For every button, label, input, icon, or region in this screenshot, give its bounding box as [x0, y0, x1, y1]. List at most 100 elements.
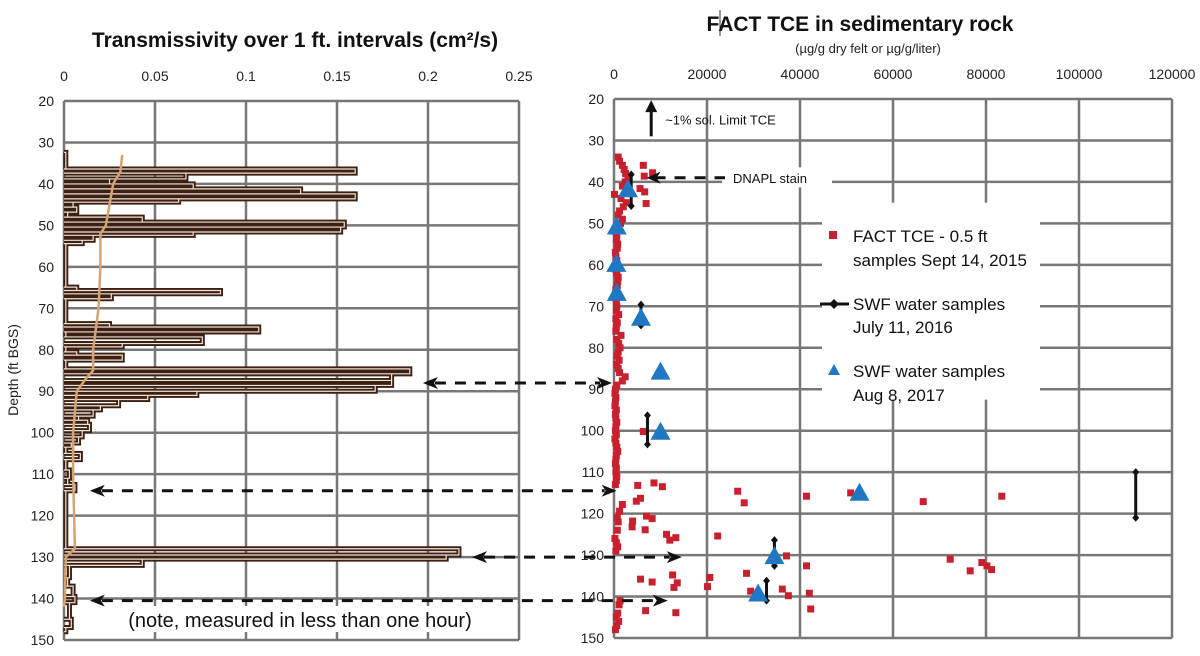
right-chart-title: FACT TCE in sedimentary rock [707, 13, 1014, 36]
tce-data-point [621, 373, 629, 381]
swf-2016-diamond [643, 411, 651, 420]
tce-data-point [622, 170, 630, 178]
tce-data-point [747, 587, 755, 595]
arrow-right-icon [601, 484, 617, 497]
arrow-left-icon [472, 551, 488, 564]
tce-data-point [613, 360, 621, 368]
tce-data-point [648, 515, 656, 523]
legend-triangle-marker [828, 364, 840, 375]
tce-data-point [622, 199, 630, 207]
tce-data-point [615, 311, 623, 319]
tce-data-point [612, 236, 620, 244]
swf-2017-triangle [849, 482, 870, 501]
measurement-note: (note, measured in less than one hour) [128, 610, 472, 632]
tce-data-point [803, 562, 811, 570]
tce-data-point [983, 562, 991, 570]
tce-data-point [807, 605, 815, 613]
legend-label: SWF water samples [853, 362, 1005, 381]
left-y-tick-label: 150 [31, 632, 55, 648]
tce-data-point [610, 190, 618, 198]
note-background [110, 606, 490, 632]
left-y-tick-label: 30 [38, 134, 54, 150]
tce-data-point [615, 340, 623, 348]
tce-data-point [611, 248, 619, 256]
tce-data-point [639, 161, 647, 169]
right-x-tick-label: 20000 [688, 66, 727, 82]
right-y-tick-label: 150 [581, 630, 605, 646]
legend-background [822, 202, 1040, 400]
tce-data-point [672, 534, 680, 542]
tce-data-point [618, 377, 626, 385]
tce-data-point [615, 356, 623, 364]
tce-data-point [612, 406, 620, 414]
right-x-tick-label: 100000 [1056, 66, 1103, 82]
legend-label: FACT TCE - 0.5 ft [853, 227, 988, 246]
arrow-up-icon [645, 100, 658, 113]
tce-data-point [650, 479, 658, 487]
tce-data-point [784, 592, 792, 600]
tce-data-point [614, 348, 622, 356]
smoothed-transmissivity-line [62, 154, 124, 607]
legend-label: SWF water samples [853, 295, 1005, 314]
arrow-right-icon [597, 376, 612, 389]
swf-2016-diamond [627, 201, 635, 210]
tce-data-point [642, 607, 650, 615]
right-y-tick-label: 120 [581, 506, 605, 522]
tce-data-point [616, 597, 624, 605]
tce-data-point [619, 203, 627, 211]
arrow-right-icon [666, 551, 682, 564]
tce-data-point [612, 327, 620, 335]
tce-data-point [614, 211, 622, 219]
tce-data-point [805, 589, 813, 597]
swf-2017-triangle [748, 583, 769, 602]
tce-data-point [919, 498, 927, 506]
tce-data-point [743, 569, 751, 577]
tce-data-point [611, 410, 619, 418]
tce-data-point [636, 185, 644, 193]
tce-data-point [618, 215, 626, 223]
left-y-tick-label: 50 [38, 217, 54, 233]
tce-data-point [612, 323, 620, 331]
left-y-tick-label: 70 [38, 300, 54, 316]
swf-2016-diamond [1132, 468, 1140, 477]
swf-2017-triangle [606, 282, 627, 301]
tce-data-point [614, 277, 622, 285]
left-x-tick-label: 0.1 [236, 68, 256, 84]
tce-data-point [629, 517, 637, 525]
tce-data-point [613, 514, 621, 522]
legend-label: July 11, 2016 [853, 318, 953, 337]
right-y-tick-label: 60 [588, 257, 604, 273]
tce-data-point [612, 468, 620, 476]
tce-data-point [640, 172, 648, 180]
tce-data-point [669, 571, 677, 579]
tce-data-point [658, 483, 666, 491]
swf-2016-diamond [763, 576, 771, 585]
left-x-tick-label: 0.2 [418, 68, 438, 84]
tce-data-point [612, 431, 620, 439]
tce-data-point [673, 579, 681, 587]
tce-data-point [613, 526, 621, 534]
left-y-tick-label: 40 [38, 176, 54, 192]
right-y-tick-label: 20 [588, 91, 604, 107]
left-chart-title: Transmissivity over 1 ft. intervals (cm²… [92, 29, 498, 52]
legend-label: samples Sept 14, 2015 [853, 251, 1027, 270]
tce-data-point [946, 555, 954, 563]
tce-data-point [611, 534, 619, 542]
swf-2016-diamond [627, 170, 635, 179]
tce-data-point [672, 609, 680, 617]
tce-data-point [611, 398, 619, 406]
tce-data-point [706, 573, 714, 581]
tce-data-point [616, 344, 624, 352]
left-x-tick-label: 0.05 [141, 68, 168, 84]
left-y-tick-label: 120 [31, 508, 55, 524]
tce-data-point [778, 585, 786, 593]
tce-data-point [641, 526, 649, 534]
right-y-tick-label: 40 [588, 174, 604, 190]
tce-data-point [612, 452, 620, 460]
tce-data-point [613, 269, 621, 277]
tce-data-point [616, 507, 624, 515]
left-x-tick-label: 0 [60, 68, 68, 84]
tce-data-point [637, 575, 645, 583]
tce-data-point [614, 365, 622, 372]
